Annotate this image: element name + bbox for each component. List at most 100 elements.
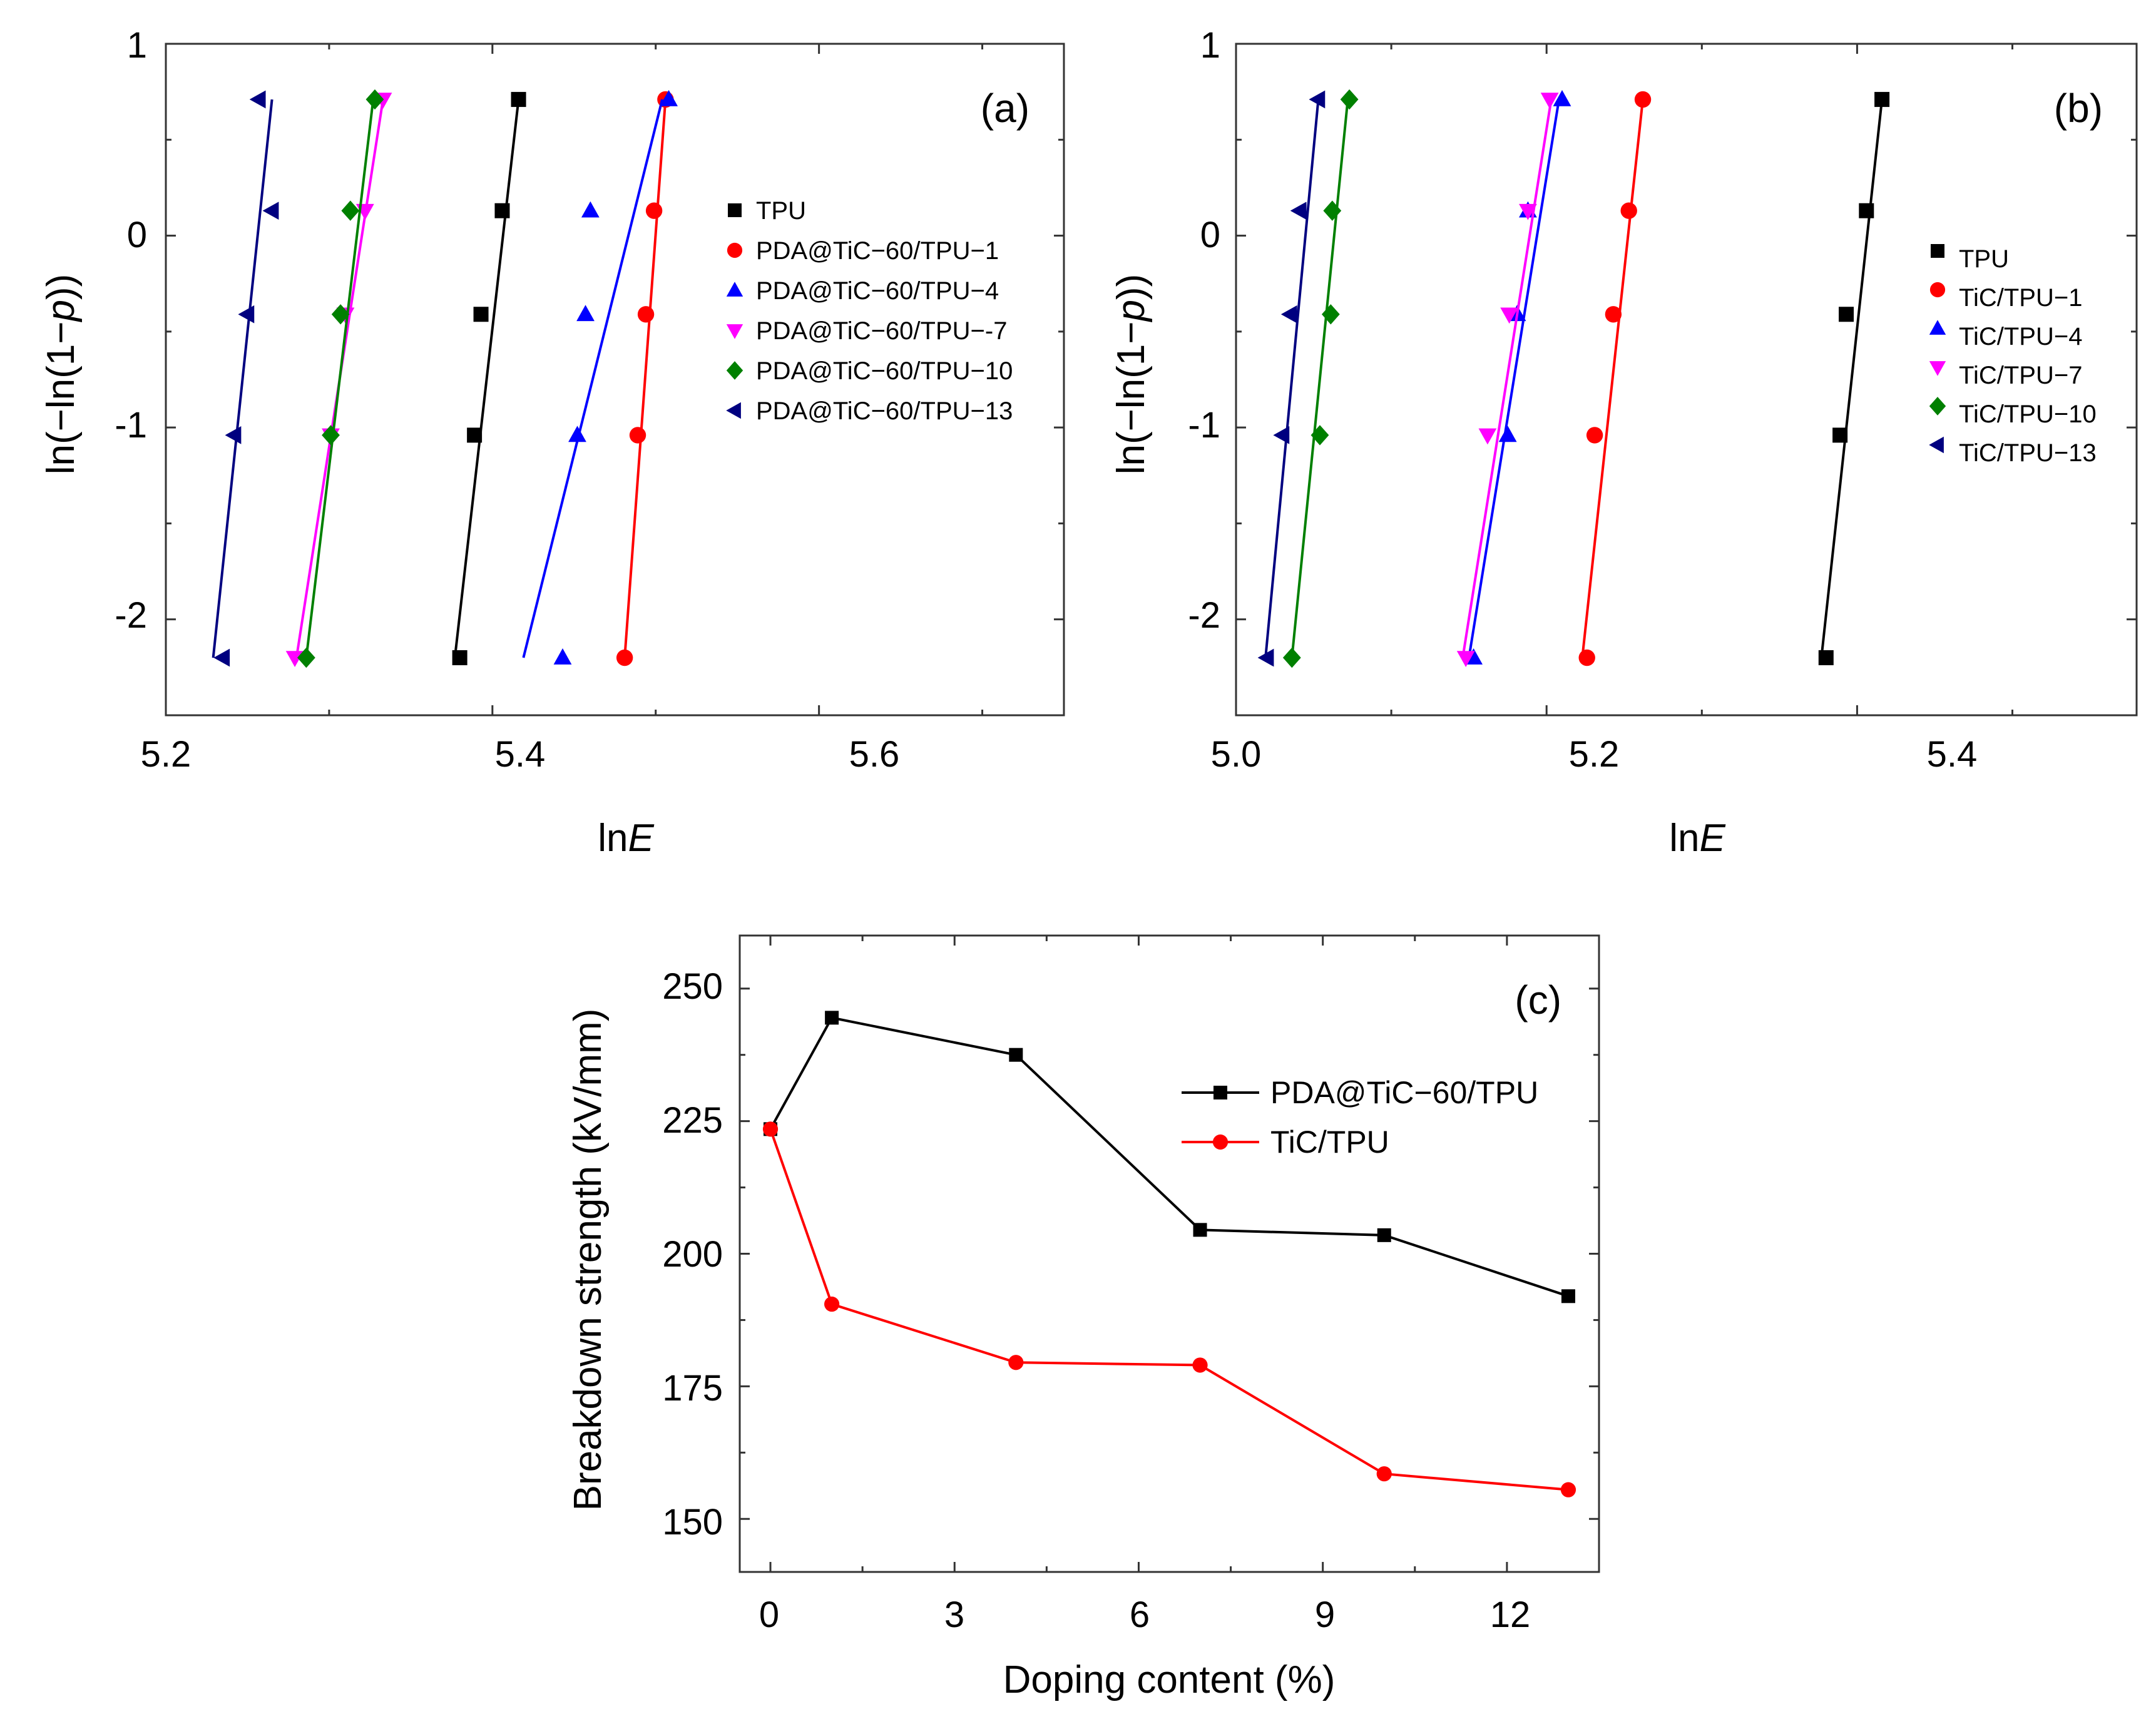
panel-a-legend-label: PDA@TiC−60/TPU−1 bbox=[756, 237, 999, 265]
panel-a-fit-line bbox=[305, 99, 375, 658]
panel-c-data-point bbox=[1008, 1355, 1024, 1370]
panel-b-label: (b) bbox=[2054, 86, 2103, 131]
panel-b-data-point bbox=[1257, 648, 1274, 667]
panel-b-legend-label: TPU bbox=[1959, 245, 2009, 273]
panel-c-xtick-label: 9 bbox=[1315, 1594, 1335, 1635]
panel-b-data-point bbox=[1605, 306, 1622, 323]
panel-a-data-point bbox=[297, 647, 315, 668]
panel-a-legend-label: TPU bbox=[756, 197, 806, 225]
panel-b-legend-marker bbox=[1929, 282, 1946, 298]
panel-c-data-point bbox=[1009, 1048, 1023, 1062]
panel-c-data-point bbox=[1376, 1466, 1392, 1482]
panel-b-axes bbox=[1235, 43, 2138, 717]
panel-b-data-point bbox=[1478, 428, 1497, 445]
panel-a-ylabel-var: p bbox=[39, 300, 83, 322]
panel-b-ylabel-suffix: )) bbox=[1110, 274, 1153, 300]
panel-b-data-point bbox=[1321, 304, 1340, 325]
panel-a-data-point bbox=[576, 305, 595, 322]
panel-b-legend-label: TiC/TPU−4 bbox=[1959, 323, 2082, 350]
panel-b-data-point bbox=[1310, 425, 1329, 446]
panel-b-data-point bbox=[1323, 200, 1342, 221]
panel-a-data-point bbox=[473, 307, 489, 322]
panel-b-yaxis-title: ln(−ln(1−p)) bbox=[1110, 274, 1153, 474]
panel-a-fit-line bbox=[212, 99, 273, 658]
panel-b-ytick-label: 1 bbox=[1200, 25, 1220, 66]
panel-b-data-point bbox=[1498, 426, 1517, 442]
panel-c-plot-frame bbox=[738, 934, 1600, 1573]
panel-a-data-point bbox=[285, 651, 304, 668]
panel-a-legend-label: PDA@TiC−60/TPU−13 bbox=[756, 397, 1013, 425]
panel-c-xtick-label: 0 bbox=[759, 1594, 779, 1635]
panel-b-data-point bbox=[1290, 201, 1307, 220]
panel-c-ytick-label: 250 bbox=[662, 966, 723, 1007]
panel-a-series-group bbox=[212, 89, 743, 668]
panel-a-legend-marker bbox=[726, 324, 743, 339]
panel-b-legend-marker bbox=[1929, 436, 1944, 454]
panel-a-data-point bbox=[225, 426, 242, 444]
panel-c-ytick-label: 175 bbox=[662, 1368, 723, 1409]
panel-a-data-point bbox=[629, 427, 646, 444]
panel-a-xtick-label: 5.6 bbox=[849, 734, 900, 775]
panel-b-data-point bbox=[1553, 89, 1571, 106]
panel-a-data-point bbox=[322, 425, 340, 446]
panel-a-weibull-plot: 1 0 -1 -2 5.2 5.4 5.6 lnE ln(−ln(1−p)) (… bbox=[39, 25, 1029, 860]
panel-a-data-point bbox=[249, 90, 266, 109]
panel-b-ytick-label: -1 bbox=[1188, 405, 1220, 446]
panel-b-fit-line bbox=[1581, 99, 1645, 658]
panel-a-axes bbox=[165, 43, 1065, 717]
panel-a-data-point bbox=[341, 200, 360, 221]
panel-a-xtick-label: 5.2 bbox=[141, 734, 192, 775]
panel-c-data-point bbox=[1377, 1228, 1391, 1242]
panel-a-ytick-label: 1 bbox=[127, 25, 147, 66]
panel-b-ytick-label: 0 bbox=[1200, 215, 1220, 255]
panel-a-data-point bbox=[467, 427, 483, 443]
panel-b-data-point bbox=[1818, 650, 1834, 666]
panel-a-data-point bbox=[365, 89, 384, 110]
panel-b-data-point bbox=[1839, 307, 1854, 322]
panel-a-legend-marker bbox=[728, 203, 742, 217]
panel-a-xtick-label: 5.4 bbox=[495, 734, 546, 775]
panel-a-ylabel-prefix: ln(−ln(1− bbox=[39, 322, 83, 475]
panel-b-legend-label: TiC/TPU−13 bbox=[1959, 439, 2097, 467]
panel-b-legend-label: TiC/TPU−1 bbox=[1959, 284, 2082, 312]
panel-a-data-point bbox=[581, 201, 600, 218]
panel-c-xtick-label: 3 bbox=[944, 1594, 964, 1635]
panel-c-series-line bbox=[769, 1128, 1569, 1491]
panel-c-data-point bbox=[1192, 1357, 1208, 1373]
panel-b-data-point bbox=[1280, 305, 1297, 324]
panel-a-yaxis-title: ln(−ln(1−p)) bbox=[39, 274, 83, 474]
panel-b-data-point bbox=[1500, 307, 1519, 324]
panel-b-xaxis-title: lnE bbox=[1669, 817, 1725, 860]
panel-a-data-point bbox=[331, 304, 350, 325]
panel-b-data-point bbox=[1456, 651, 1475, 668]
panel-c-legend-label: PDA@TiC−60/TPU bbox=[1270, 1075, 1538, 1110]
panel-a-data-point bbox=[262, 201, 279, 220]
panel-c-breakdown-strength-plot: 150 175 200 225 250 0 3 6 9 12 Doping co… bbox=[566, 966, 1561, 1701]
panel-a-ylabel-suffix: )) bbox=[39, 274, 83, 300]
panel-a-data-point bbox=[568, 426, 586, 442]
panel-a-data-point bbox=[616, 649, 633, 666]
panel-a-legend-marker bbox=[726, 361, 743, 380]
panel-b-data-point bbox=[1540, 93, 1559, 109]
panel-b-data-point bbox=[1273, 426, 1290, 444]
panel-b-data-point bbox=[1874, 91, 1890, 107]
panel-a-xlabel-var: E bbox=[628, 817, 654, 860]
panel-c-series-line bbox=[769, 1016, 1569, 1298]
panel-a-xlabel-prefix: ln bbox=[598, 817, 628, 860]
panel-a-data-point bbox=[553, 648, 572, 665]
panel-b-xlabel-var: E bbox=[1699, 817, 1725, 860]
panel-a-legend-label: PDA@TiC−60/TPU−-7 bbox=[756, 317, 1007, 345]
panel-a-fit-line bbox=[453, 99, 520, 658]
panel-b-ytick-label: -2 bbox=[1188, 595, 1220, 636]
panel-b-data-point bbox=[1309, 90, 1326, 109]
panel-a-plot-frame bbox=[165, 43, 1065, 717]
panel-b-legend: TPU TiC/TPU−1 TiC/TPU−4 TiC/TPU−7 TiC/TP… bbox=[1959, 245, 2097, 467]
panel-c-data-point bbox=[762, 1121, 779, 1137]
panel-b-data-point bbox=[1634, 91, 1652, 108]
panel-b-fit-line bbox=[1468, 99, 1561, 658]
panel-a-legend: TPU PDA@TiC−60/TPU−1 PDA@TiC−60/TPU−4 PD… bbox=[756, 197, 1013, 425]
panel-b-data-point bbox=[1578, 649, 1595, 666]
panel-b-legend-marker bbox=[1929, 320, 1946, 335]
panel-c-data-point bbox=[824, 1296, 840, 1312]
panel-a-label: (a) bbox=[981, 86, 1029, 131]
